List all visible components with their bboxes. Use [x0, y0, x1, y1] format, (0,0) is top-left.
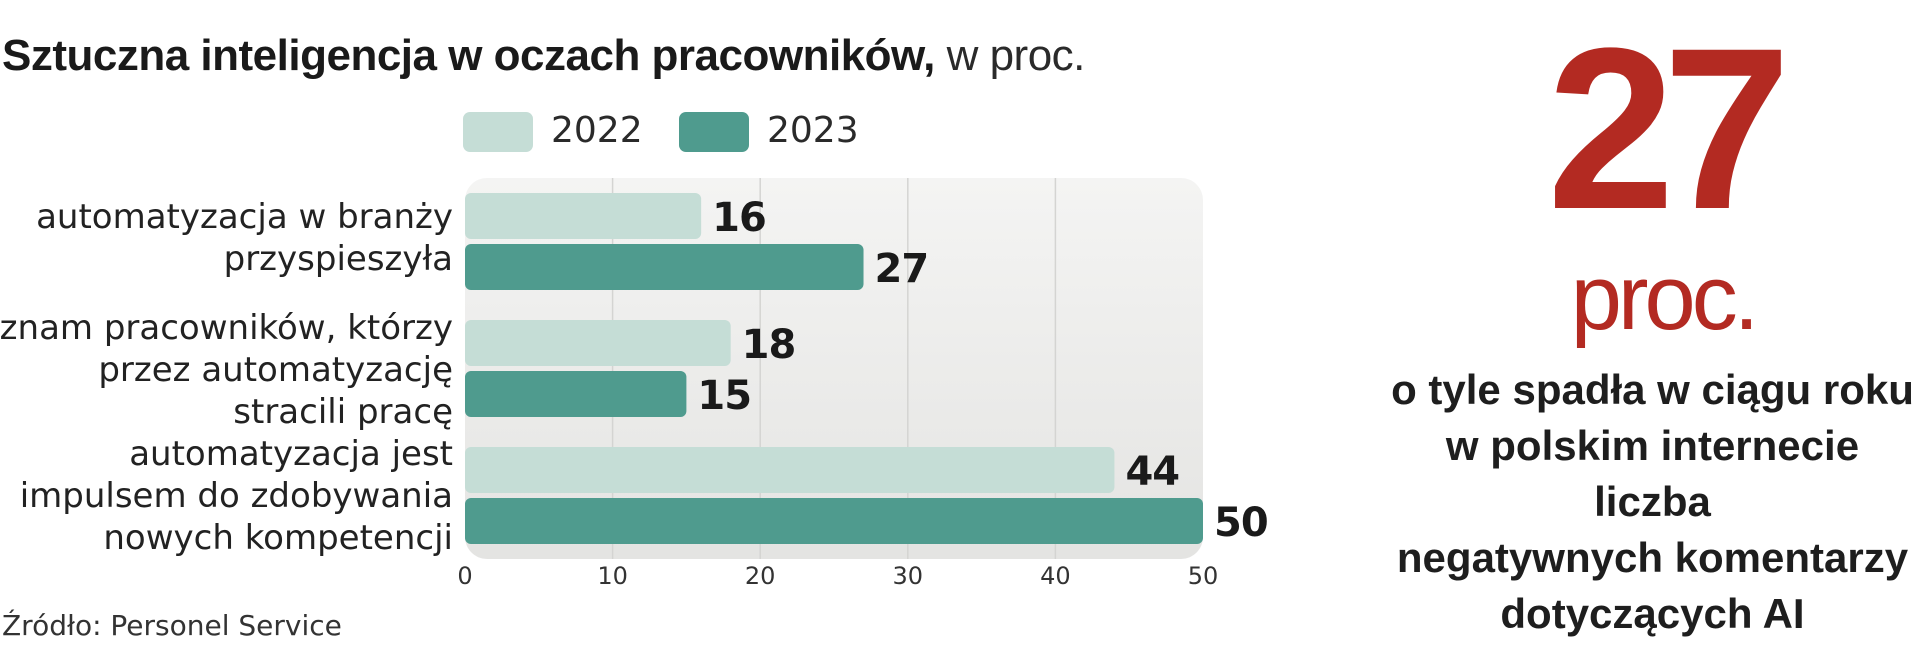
category-label-1-line-2: przyspieszyła — [223, 239, 453, 279]
value-label-2022-category-1: 16 — [712, 195, 766, 241]
bar-2023-category-1 — [465, 244, 864, 290]
highlight-description-line-3: liczba — [1594, 478, 1711, 525]
bar-2022-category-3 — [465, 447, 1115, 493]
category-label-1-line-1: automatyzacja w branży — [36, 197, 453, 237]
highlight-description-line-1: o tyle spadła w ciągu roku — [1391, 366, 1914, 413]
legend-label-2023: 2023 — [767, 110, 859, 151]
category-label-2: znam pracowników, którzy przez automatyz… — [0, 307, 453, 433]
highlight-description-line-4: negatywnych komentarzy — [1396, 534, 1909, 581]
chart-title: Sztuczna inteligencja w oczach pracownik… — [2, 26, 1085, 86]
category-label-3: automatyzacja jest impulsem do zdobywani… — [20, 433, 453, 559]
bars — [465, 193, 1203, 544]
source-note: Źródło: Personel Service — [2, 609, 342, 642]
category-label-3-line-3: nowych kompetencji — [103, 518, 453, 558]
bar-2023-category-3 — [465, 498, 1203, 544]
highlight-description-line-2: w polskim internecie — [1445, 422, 1860, 469]
value-label-2023-category-1: 27 — [875, 246, 929, 292]
chart-title-main: Sztuczna inteligencja w oczach pracownik… — [2, 31, 935, 80]
x-tick-label-40: 40 — [1040, 562, 1071, 590]
value-label-2022-category-3: 44 — [1125, 449, 1179, 495]
value-label-2023-category-2: 15 — [697, 373, 751, 419]
value-label-2022-category-2: 18 — [742, 322, 796, 368]
x-tick-label-10: 10 — [597, 562, 628, 590]
legend-label-2022: 2022 — [551, 110, 643, 151]
bar-2022-category-1 — [465, 193, 702, 239]
category-label-2-line-3: stracili pracę — [233, 392, 453, 432]
highlight-unit: proc. — [1570, 247, 1760, 349]
chart-title-unit: w proc. — [934, 31, 1086, 80]
value-label-2023-category-3: 50 — [1214, 500, 1268, 546]
category-label-1: automatyzacja w branży przyspieszyła — [36, 196, 453, 280]
legend-swatch-2023 — [679, 112, 749, 152]
x-tick-label-30: 30 — [892, 562, 924, 590]
highlight-number: 27 — [1547, 0, 1791, 257]
category-label-2-line-1: znam pracowników, którzy — [0, 308, 453, 348]
value-labels: 16 27 18 15 44 50 — [697, 195, 1268, 546]
x-tick-label-50: 50 — [1187, 562, 1219, 590]
bar-2022-category-2 — [465, 320, 731, 366]
category-label-3-line-2: impulsem do zdobywania — [19, 476, 453, 516]
highlight-description-line-5: dotyczących AI — [1500, 590, 1805, 637]
gridlines — [611, 178, 1057, 559]
x-tick-label-0: 0 — [457, 562, 473, 590]
legend-swatch-2022 — [463, 112, 533, 152]
x-tick-label-20: 20 — [744, 562, 776, 590]
bar-2023-category-2 — [465, 371, 687, 417]
category-label-3-line-1: automatyzacja jest — [129, 434, 453, 474]
category-label-2-line-2: przez automatyzację — [98, 350, 453, 390]
highlight-description: o tyle spadła w ciągu roku w polskim inte… — [1385, 362, 1920, 642]
